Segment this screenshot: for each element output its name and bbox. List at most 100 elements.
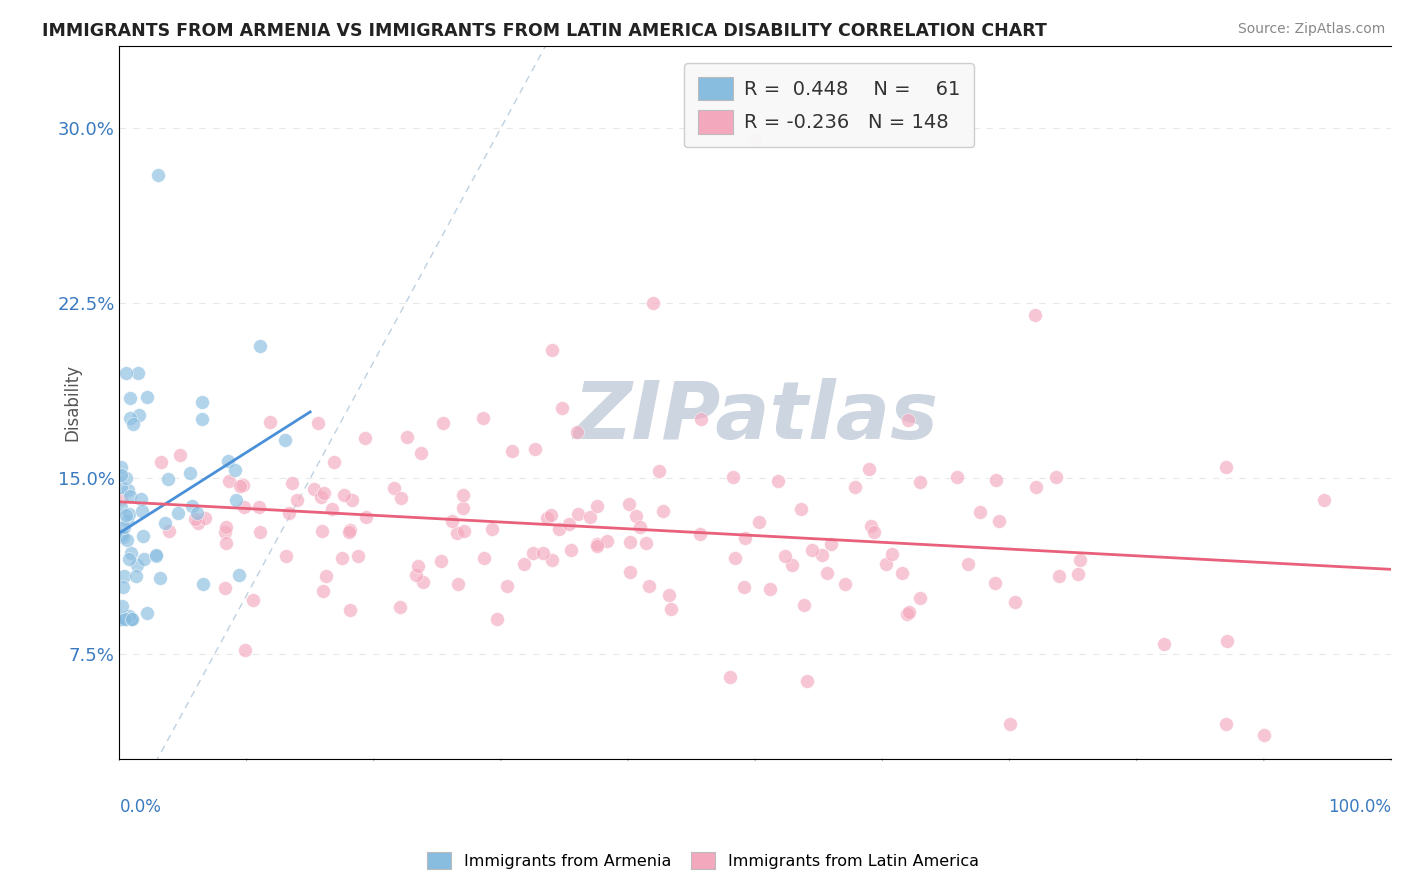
Point [586,499,609,513]
Point [179,466,201,480]
Point [540,508,562,523]
Point [125,569,148,583]
Point [863,524,886,539]
Point [957,557,980,571]
Point [214,524,236,539]
Point [896,607,918,621]
Point [131,504,153,518]
Point [430,554,453,568]
Point [405,567,427,582]
Point [395,430,418,444]
Point [734,531,756,545]
Point [1024,308,1046,322]
Point [1216,634,1239,648]
Point [309,490,332,504]
Point [118,489,141,503]
Point [217,454,239,468]
Point [446,577,468,591]
Point [643,296,665,310]
Point [340,492,363,507]
Point [184,511,207,525]
Point [453,488,475,502]
Point [558,517,581,532]
Point [136,390,159,404]
Point [513,557,536,571]
Point [1047,569,1070,583]
Text: IMMIGRANTS FROM ARMENIA VS IMMIGRANTS FROM LATIN AMERICA DISABILITY CORRELATION : IMMIGRANTS FROM ARMENIA VS IMMIGRANTS FR… [42,22,1047,40]
Point [110,480,132,494]
Point [1025,480,1047,494]
Point [277,506,299,520]
Point [724,550,747,565]
Point [312,584,335,599]
Point [782,558,804,572]
Point [281,476,304,491]
Point [354,509,377,524]
Point [858,462,880,476]
Point [120,546,142,560]
Point [619,535,641,549]
Point [191,412,214,426]
Point [565,425,588,440]
Point [986,474,1008,488]
Point [156,471,179,485]
Point [145,548,167,562]
Point [308,416,330,430]
Point [274,549,297,564]
Point [536,511,558,525]
Point [242,593,264,607]
Point [169,448,191,462]
Point [110,612,132,626]
Point [134,552,156,566]
Point [112,530,135,544]
Point [330,551,353,566]
Point [432,416,454,430]
Point [127,366,149,380]
Point [766,474,789,488]
Point [129,492,152,507]
Point [596,533,619,548]
Point [115,471,138,485]
Point [411,446,433,460]
Point [624,508,647,523]
Point [153,516,176,531]
Point [115,514,138,528]
Point [111,581,134,595]
Point [690,412,713,426]
Point [451,501,474,516]
Point [114,612,136,626]
Point [110,500,132,515]
Point [125,558,148,573]
Point [540,343,562,357]
Point [551,401,574,416]
Point [1253,728,1275,742]
Point [166,506,188,520]
Point [149,455,172,469]
Point [811,548,834,562]
Point [149,572,172,586]
Point [110,528,132,542]
Point [146,168,169,182]
Point [531,545,554,559]
Point [628,520,651,534]
Point [285,493,308,508]
Point [793,598,815,612]
Point [337,525,360,540]
Point [311,524,333,539]
Point [214,581,236,595]
Point [820,537,842,551]
Point [844,480,866,494]
Point [382,481,405,495]
Point [114,366,136,380]
Point [186,507,208,521]
Point [689,526,711,541]
Point [110,612,132,626]
Point [333,488,356,502]
Point [1313,492,1336,507]
Point [193,577,215,591]
Legend: R =  0.448    N =    61, R = -0.236   N = 148: R = 0.448 N = 61, R = -0.236 N = 148 [685,63,974,147]
Point [472,550,495,565]
Point [115,533,138,548]
Point [228,568,250,582]
Point [718,670,741,684]
